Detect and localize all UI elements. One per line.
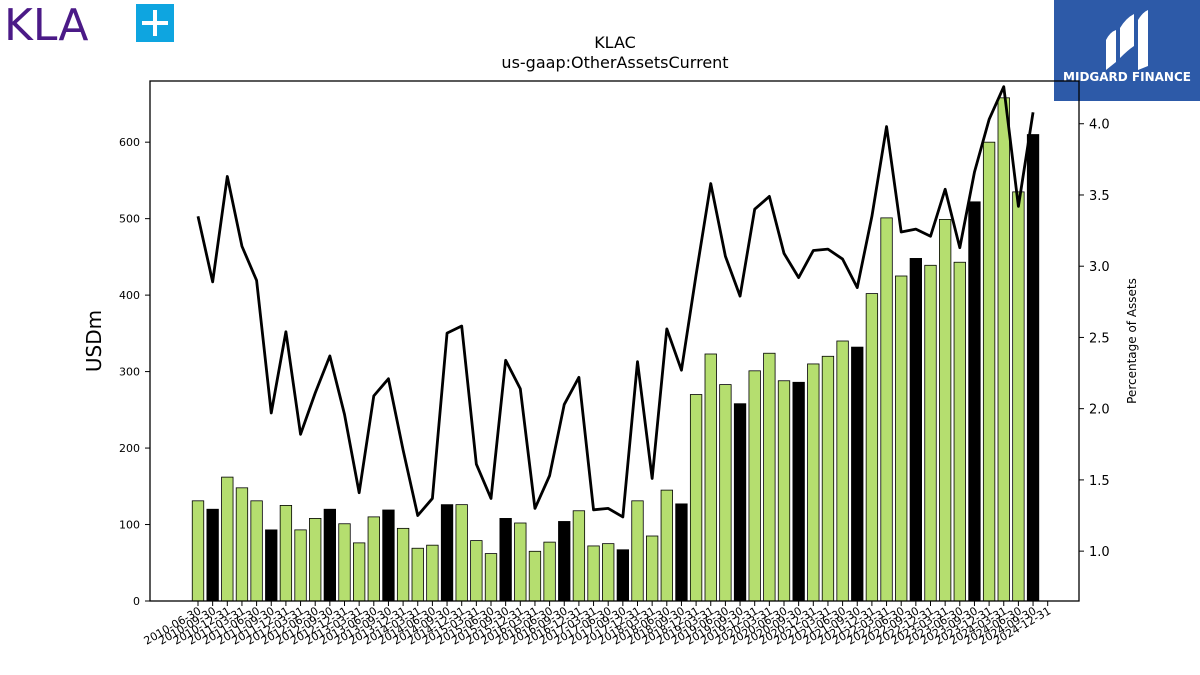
bar-2012-09-30 [323, 508, 337, 602]
y-tick-label: 400 [119, 289, 140, 302]
bar-2017-06-30 [602, 543, 615, 602]
bar-2011-06-30 [250, 500, 263, 602]
publisher-name: MIDGARD FINANCE [1063, 70, 1191, 84]
bar-2019-12-31 [748, 370, 761, 602]
bar-2016-03-31 [528, 550, 542, 602]
bar-2017-12-31 [631, 500, 644, 602]
bar-2014-06-30 [426, 544, 439, 602]
bar-2020-03-31 [763, 352, 776, 602]
company-logo: KLA [4, 0, 174, 51]
bar-2011-03-31 [235, 487, 249, 602]
bar-2018-09-30 [675, 503, 688, 602]
bar-2015-03-31 [470, 540, 483, 602]
bar-2015-09-30 [499, 518, 512, 602]
bar-2021-03-31 [821, 355, 835, 602]
bar-2021-12-31 [865, 293, 879, 602]
bar-2017-09-30 [616, 549, 629, 602]
bar-2013-03-31 [352, 542, 366, 602]
plus-icon-horizontal [142, 21, 168, 25]
bar-2014-03-31 [411, 547, 424, 602]
bar-2011-12-31 [279, 505, 293, 602]
bar-2010-06-30 [191, 500, 205, 602]
bar-2015-06-30 [484, 553, 498, 602]
y-tick-label: 0 [133, 595, 140, 608]
bar-2023-09-30 [968, 201, 981, 602]
bar-2024-03-31 [997, 97, 1010, 602]
bar-2020-09-30 [792, 381, 805, 602]
bar-2015-12-31 [514, 522, 527, 602]
bar-2016-06-30 [543, 541, 556, 602]
x-axis-ticks: 2010-06-302010-09-302010-12-312011-03-31… [142, 601, 1053, 648]
y2-tick-label: 1.5 [1089, 474, 1110, 489]
bar-2018-03-31 [646, 535, 659, 602]
bar-2022-09-30 [909, 258, 922, 602]
bar-2014-09-30 [440, 504, 454, 602]
y2-axis-label: Percentage of Assets [1125, 278, 1139, 404]
midgard-logo-icon [1106, 10, 1148, 70]
bar-2010-09-30 [206, 508, 219, 602]
bar-2018-12-31 [689, 394, 703, 602]
plot-frame [149, 80, 1080, 602]
percentage-line [196, 85, 1035, 519]
chart-title: KLAC [594, 33, 636, 52]
bar-2023-03-31 [939, 219, 952, 602]
y2-axis-ticks: 1.0 1.5 2.0 2.5 3.0 3.5 4.0 [1079, 118, 1110, 560]
bar-2013-12-31 [396, 527, 410, 602]
y-tick-label: 100 [119, 519, 140, 532]
y2-tick-label: 1.0 [1089, 545, 1110, 560]
y2-tick-label: 2.5 [1089, 331, 1110, 346]
y2-tick-label: 3.0 [1089, 260, 1110, 275]
y2-tick-label: 3.5 [1089, 189, 1110, 204]
percentage-line-series [196, 85, 1035, 519]
bar-2022-12-31 [924, 264, 937, 602]
bar-2018-06-30 [660, 489, 673, 602]
bar-2019-09-30 [733, 403, 747, 602]
bar-2021-06-30 [836, 340, 849, 602]
bar-2023-06-30 [953, 261, 966, 602]
y-tick-label: 600 [119, 136, 140, 149]
bar-2020-12-31 [807, 363, 820, 602]
bar-2022-06-30 [895, 275, 908, 602]
bar-2011-09-30 [265, 529, 278, 602]
bar-2021-09-30 [851, 346, 864, 602]
bar-2022-03-31 [880, 217, 893, 602]
bar-2019-06-30 [719, 384, 732, 602]
company-logo-text: KLA [4, 0, 88, 51]
bar-2020-06-30 [777, 380, 791, 602]
bar-2010-12-31 [221, 476, 234, 602]
y-axis-ticks: 0 100 200 300 400 500 600 [119, 136, 150, 608]
bar-2012-03-31 [294, 529, 307, 602]
y-tick-label: 500 [119, 213, 140, 226]
bar-2014-12-31 [455, 504, 468, 602]
y2-tick-label: 4.0 [1089, 118, 1110, 133]
bar-2013-09-30 [382, 509, 395, 602]
y2-tick-label: 2.0 [1089, 403, 1110, 418]
bar-2016-12-31 [572, 510, 586, 602]
y-tick-label: 200 [119, 442, 140, 455]
bar-2024-09-30 [1026, 134, 1040, 602]
y-tick-label: 300 [119, 366, 140, 379]
bar-2016-09-30 [558, 521, 571, 602]
chart-subtitle: us-gaap:OtherAssetsCurrent [501, 53, 728, 72]
bar-2012-06-30 [309, 518, 322, 602]
bar-2023-12-31 [982, 141, 996, 602]
bar-series [191, 97, 1040, 602]
bar-2017-03-31 [587, 545, 600, 602]
y-axis-label: USDm [82, 310, 106, 372]
bar-2019-03-31 [704, 353, 717, 602]
bar-2024-06-30 [1012, 191, 1025, 602]
publisher-badge: MIDGARD FINANCE [1054, 0, 1200, 101]
bar-2013-06-30 [367, 516, 380, 602]
bar-2012-12-31 [338, 523, 351, 602]
